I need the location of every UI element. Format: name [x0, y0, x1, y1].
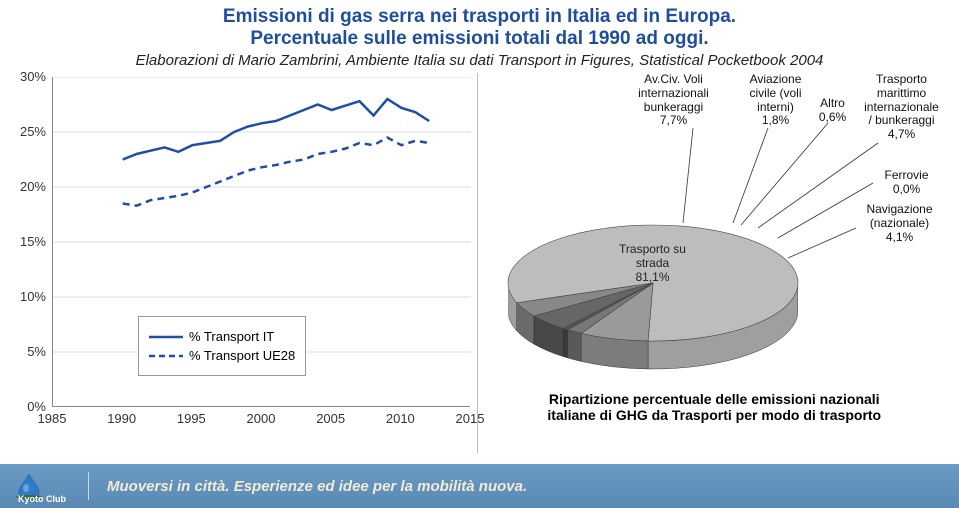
title-line-1: Emissioni di gas serra nei trasporti in …: [40, 6, 919, 28]
x-tick-label: 2000: [241, 411, 281, 426]
title-block: Emissioni di gas serra nei trasporti in …: [0, 0, 959, 73]
y-tick-label: 25%: [8, 124, 46, 139]
pie-slice-label: Navigazione(nazionale)4,1%: [854, 203, 946, 244]
y-tick-label: 10%: [8, 289, 46, 304]
y-tick-label: 30%: [8, 69, 46, 84]
legend-swatch: [149, 349, 183, 363]
x-tick-label: 1985: [32, 411, 72, 426]
charts-container: 0%5%10%15%20%25%30% 19851990199520002005…: [0, 73, 959, 453]
footer-divider: [88, 472, 89, 500]
x-tick-label: 2005: [311, 411, 351, 426]
pie-slice-label: Trasporto sustrada81,1%: [598, 243, 708, 284]
legend-row: % Transport IT: [149, 329, 295, 344]
y-tick-label: 15%: [8, 234, 46, 249]
line-chart-legend: % Transport IT % Transport UE28: [138, 316, 306, 376]
legend-swatch: [149, 330, 183, 344]
pie-chart: Ripartizione percentuale delle emissioni…: [478, 73, 952, 453]
y-tick-label: 5%: [8, 344, 46, 359]
x-tick-label: 1990: [102, 411, 142, 426]
legend-label: % Transport IT: [189, 329, 274, 344]
x-tick-label: 2010: [380, 411, 420, 426]
legend-label: % Transport UE28: [189, 348, 295, 363]
pie-slice-label: Altro0,6%: [808, 97, 858, 125]
x-tick-label: 1995: [171, 411, 211, 426]
pie-slice-label: Trasportomarittimointernazionale/ bunker…: [856, 73, 948, 142]
pie-chart-caption: Ripartizione percentuale delle emissioni…: [528, 391, 902, 423]
logo-text: Kyoto Club: [18, 494, 66, 504]
pie-slice-label: Aviazionecivile (voliinterni)1,8%: [736, 73, 816, 128]
subtitle: Elaborazioni di Mario Zambrini, Ambiente…: [40, 52, 919, 69]
title-line-2: Percentuale sulle emissioni totali dal 1…: [40, 28, 919, 50]
line-chart: 0%5%10%15%20%25%30% 19851990199520002005…: [8, 73, 478, 453]
legend-row: % Transport UE28: [149, 348, 295, 363]
pie-slice-label: Ferrovie0,0%: [872, 169, 942, 197]
y-tick-label: 20%: [8, 179, 46, 194]
pie-slice-label: Av.Civ. Voliinternazionalibunkeraggi7,7%: [624, 73, 724, 128]
footer-text: Muoversi in città. Esperienze ed idee pe…: [107, 478, 527, 495]
footer-bar: Kyoto Club Muoversi in città. Esperienze…: [0, 464, 959, 508]
